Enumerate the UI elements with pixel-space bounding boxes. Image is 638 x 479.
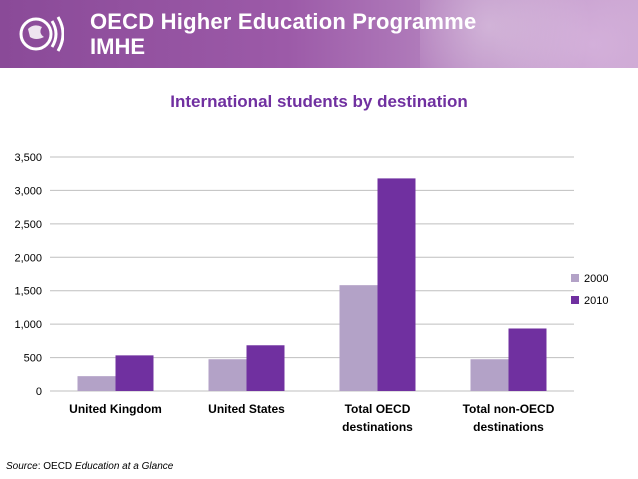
y-tick-label: 3,000	[14, 185, 42, 197]
bar-chart: 0 500 1,000 1,500 2,000 2,500 3,000 3,500 Unite…	[14, 152, 608, 434]
banner-decoration	[420, 0, 638, 68]
legend-label-2000: 2000	[584, 273, 608, 285]
bar-2000-1	[208, 359, 247, 391]
bar-2000-0	[77, 376, 116, 391]
x-axis-labels: United Kingdom United States Total OECD des…	[69, 402, 555, 434]
y-axis-ticks: 0 500 1,000 1,500 2,000 2,500 3,000 3,500	[14, 152, 42, 398]
header-banner: OECD Higher Education Programme IMHE	[0, 0, 638, 68]
bar-2010-0	[115, 355, 154, 391]
source-text: Education at a Glance	[74, 461, 174, 472]
y-tick-label: 1,500	[14, 286, 42, 298]
oecd-logo-icon	[19, 16, 64, 52]
source-note: Source: OECD Education at a Glance	[6, 461, 173, 472]
banner-subtitle: IMHE	[90, 34, 145, 59]
x-category-label: Total non-OECD	[463, 402, 555, 416]
banner-title: OECD Higher Education Programme	[90, 9, 477, 34]
y-tick-label: 0	[36, 386, 42, 398]
y-tick-label: 2,500	[14, 219, 42, 231]
chart-title: International students by destination	[170, 92, 468, 111]
legend-swatch-2010	[571, 296, 579, 304]
x-category-label: destinations	[342, 420, 413, 434]
source-label: Source	[6, 461, 38, 472]
legend-swatch-2000	[571, 274, 579, 282]
source-separator: : OECD	[37, 461, 75, 472]
bar-2010-2	[377, 178, 416, 391]
y-tick-label: 2,000	[14, 252, 42, 264]
x-category-label: United States	[208, 402, 285, 416]
bar-2000-3	[470, 359, 509, 391]
legend: 2000 2010	[571, 273, 608, 307]
y-tick-label: 3,500	[14, 152, 42, 164]
y-tick-label: 1,000	[14, 319, 42, 331]
bar-2010-3	[508, 328, 547, 391]
x-category-label: destinations	[473, 420, 544, 434]
bars	[77, 178, 547, 391]
legend-label-2010: 2010	[584, 295, 608, 307]
x-category-label: Total OECD	[345, 402, 411, 416]
y-tick-label: 500	[24, 353, 42, 365]
x-category-label: United Kingdom	[69, 402, 162, 416]
bar-2010-1	[246, 345, 285, 391]
bar-2000-2	[339, 285, 378, 391]
